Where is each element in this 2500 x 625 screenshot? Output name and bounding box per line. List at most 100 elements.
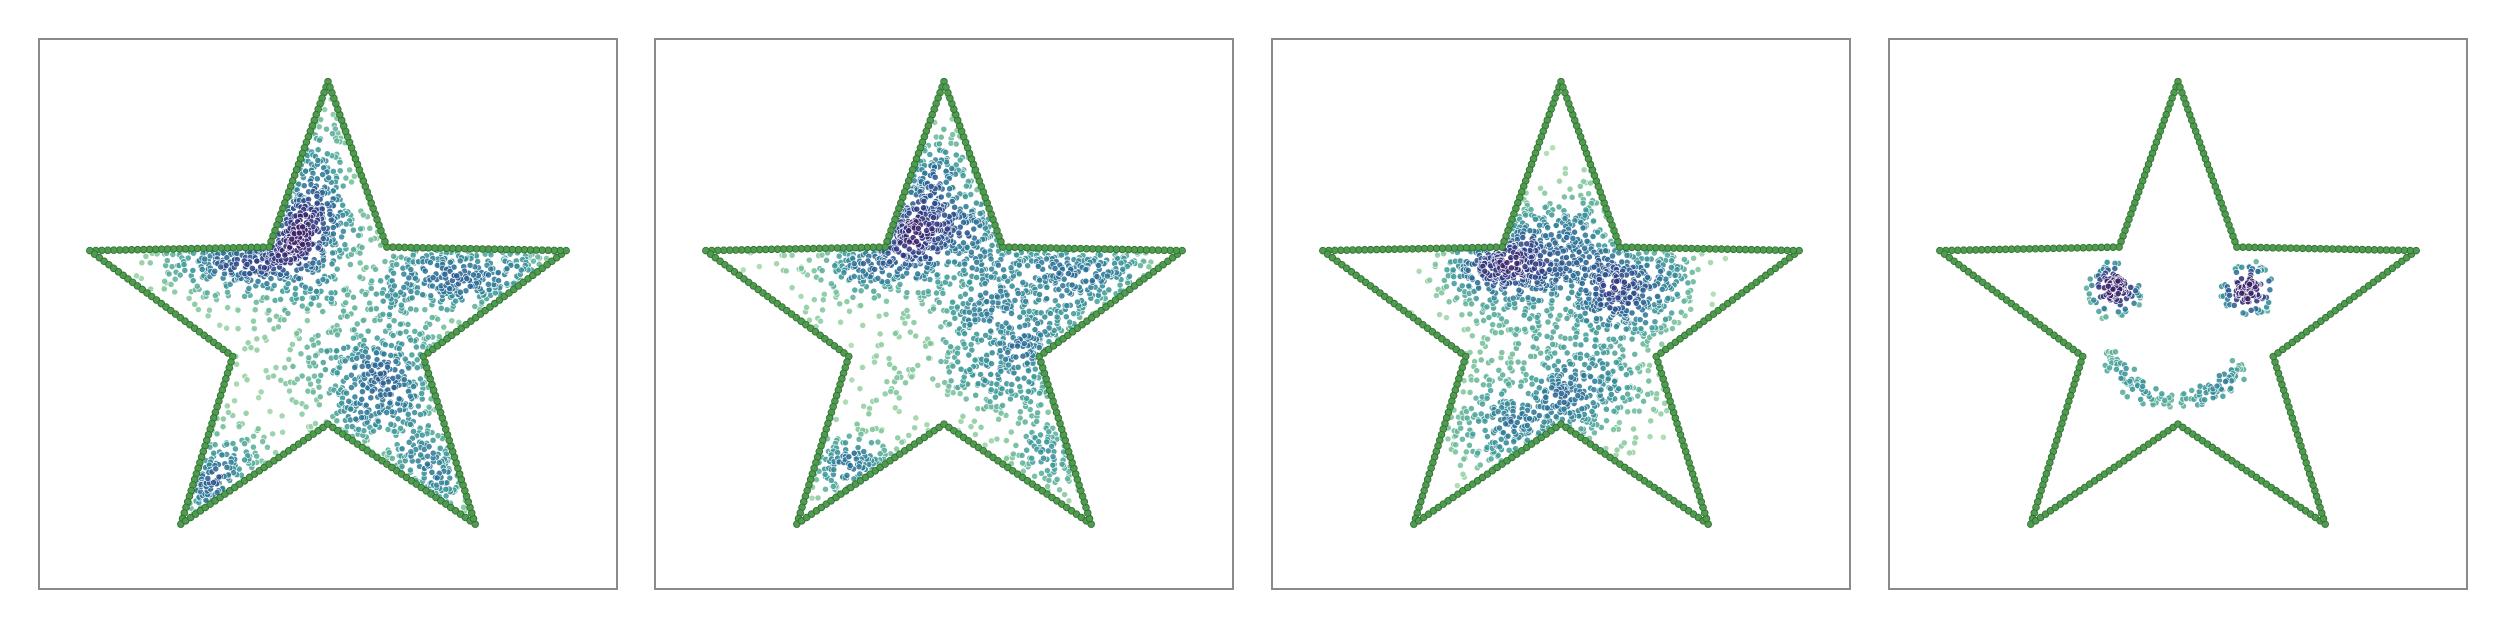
scatter-point — [1498, 349, 1506, 356]
scatter-point — [869, 426, 876, 433]
scatter-point — [487, 265, 495, 273]
scatter-point — [1481, 427, 1489, 434]
scatter-point — [340, 307, 347, 315]
scatter-point — [350, 326, 358, 334]
scatter-point — [849, 293, 857, 301]
scatter-point — [333, 369, 341, 377]
scatter-point — [842, 398, 849, 406]
scatter-point — [967, 341, 975, 348]
scatter-point — [292, 398, 300, 406]
scatter-point — [997, 287, 1005, 295]
scatter-point — [333, 265, 341, 273]
scatter-point — [250, 432, 257, 440]
scatter-point — [1529, 324, 1536, 332]
scatter-point — [893, 245, 900, 253]
scatter-point — [1680, 256, 1688, 263]
scatter-point — [272, 449, 279, 456]
scatter-point — [1634, 392, 1642, 400]
scatter-point — [223, 440, 231, 448]
scatter-point — [1044, 467, 1051, 474]
scatter-point — [274, 252, 282, 260]
scatter-point — [242, 409, 250, 417]
scatter-point — [988, 265, 995, 273]
scatter-point — [928, 225, 936, 233]
scatter-point — [348, 384, 355, 391]
scatter-point — [1019, 279, 1027, 286]
scatter-point — [1458, 282, 1466, 290]
scatter-point — [846, 462, 854, 469]
scatter-point — [163, 257, 171, 264]
scatter-point — [820, 290, 828, 298]
scatter-point — [443, 306, 451, 314]
scatter-point — [1082, 266, 1090, 274]
scatter-point — [875, 312, 883, 320]
scatter-point — [176, 271, 184, 279]
scatter-point — [327, 216, 335, 224]
scatter-point — [981, 280, 989, 287]
scatter-point — [381, 341, 389, 349]
scatter-point — [1470, 288, 1478, 295]
scatter-point — [410, 383, 417, 390]
scatter-point — [241, 456, 249, 464]
scatter-point — [1580, 166, 1588, 174]
scatter-point — [1036, 291, 1043, 298]
scatter-point — [930, 214, 937, 221]
scatter-point — [1053, 313, 1061, 321]
scatter-point — [1014, 290, 1022, 297]
scatter-point — [398, 463, 406, 470]
scatter-point — [400, 270, 408, 278]
scatter-point — [942, 148, 950, 156]
scatter-point — [788, 284, 796, 292]
scatter-point — [471, 303, 479, 310]
scatter-point — [997, 367, 1005, 375]
scatter-point — [279, 428, 286, 436]
scatter-point — [972, 431, 979, 438]
scatter-point — [1644, 390, 1652, 398]
scatter-point — [1543, 333, 1551, 340]
scatter-point — [1064, 475, 1071, 483]
scatter-point — [1037, 448, 1045, 456]
scatter-point — [895, 394, 903, 402]
scatter-point — [234, 306, 242, 314]
scatter-point — [978, 336, 985, 344]
scatter-point — [379, 311, 387, 318]
scatter-point — [827, 280, 835, 288]
scatter-point — [211, 267, 219, 275]
scatter-point — [959, 412, 967, 420]
scatter-point — [260, 264, 268, 272]
scatter-point — [1647, 417, 1655, 425]
scatter-point — [993, 380, 1001, 388]
scatter-point — [998, 385, 1006, 393]
scatter-point — [937, 323, 945, 331]
scatter-point — [1568, 193, 1576, 201]
scatter-point — [372, 290, 380, 298]
scatter-point — [388, 455, 396, 462]
scatter-point — [1453, 294, 1461, 302]
scatter-point — [393, 261, 401, 268]
scatter-point — [298, 295, 306, 302]
scatter-point — [1576, 182, 1584, 190]
scatter-point — [317, 347, 325, 354]
scatter-point — [943, 225, 951, 233]
scatter-point — [929, 244, 937, 251]
scatter-point — [1443, 266, 1451, 274]
scatter-point — [947, 377, 955, 385]
scatter-point — [1023, 359, 1031, 367]
scatter-point — [1088, 277, 1096, 285]
scatter-point — [1016, 408, 1024, 416]
scatter-point — [1527, 206, 1535, 213]
scatter-point — [223, 402, 231, 410]
scatter-point — [319, 359, 327, 366]
scatter-panel-3 — [1271, 38, 1851, 590]
scatter-point — [365, 362, 372, 370]
scatter-point — [1483, 303, 1491, 311]
scatter-point — [429, 449, 437, 457]
scatter-point — [876, 330, 884, 338]
scatter-point — [945, 368, 953, 376]
scatter-point — [952, 161, 960, 169]
scatter-point — [1624, 390, 1631, 398]
scatter-point — [396, 329, 404, 337]
scatter-point — [1555, 203, 1563, 211]
scatter-point — [203, 289, 211, 297]
scatter-point — [470, 271, 477, 279]
